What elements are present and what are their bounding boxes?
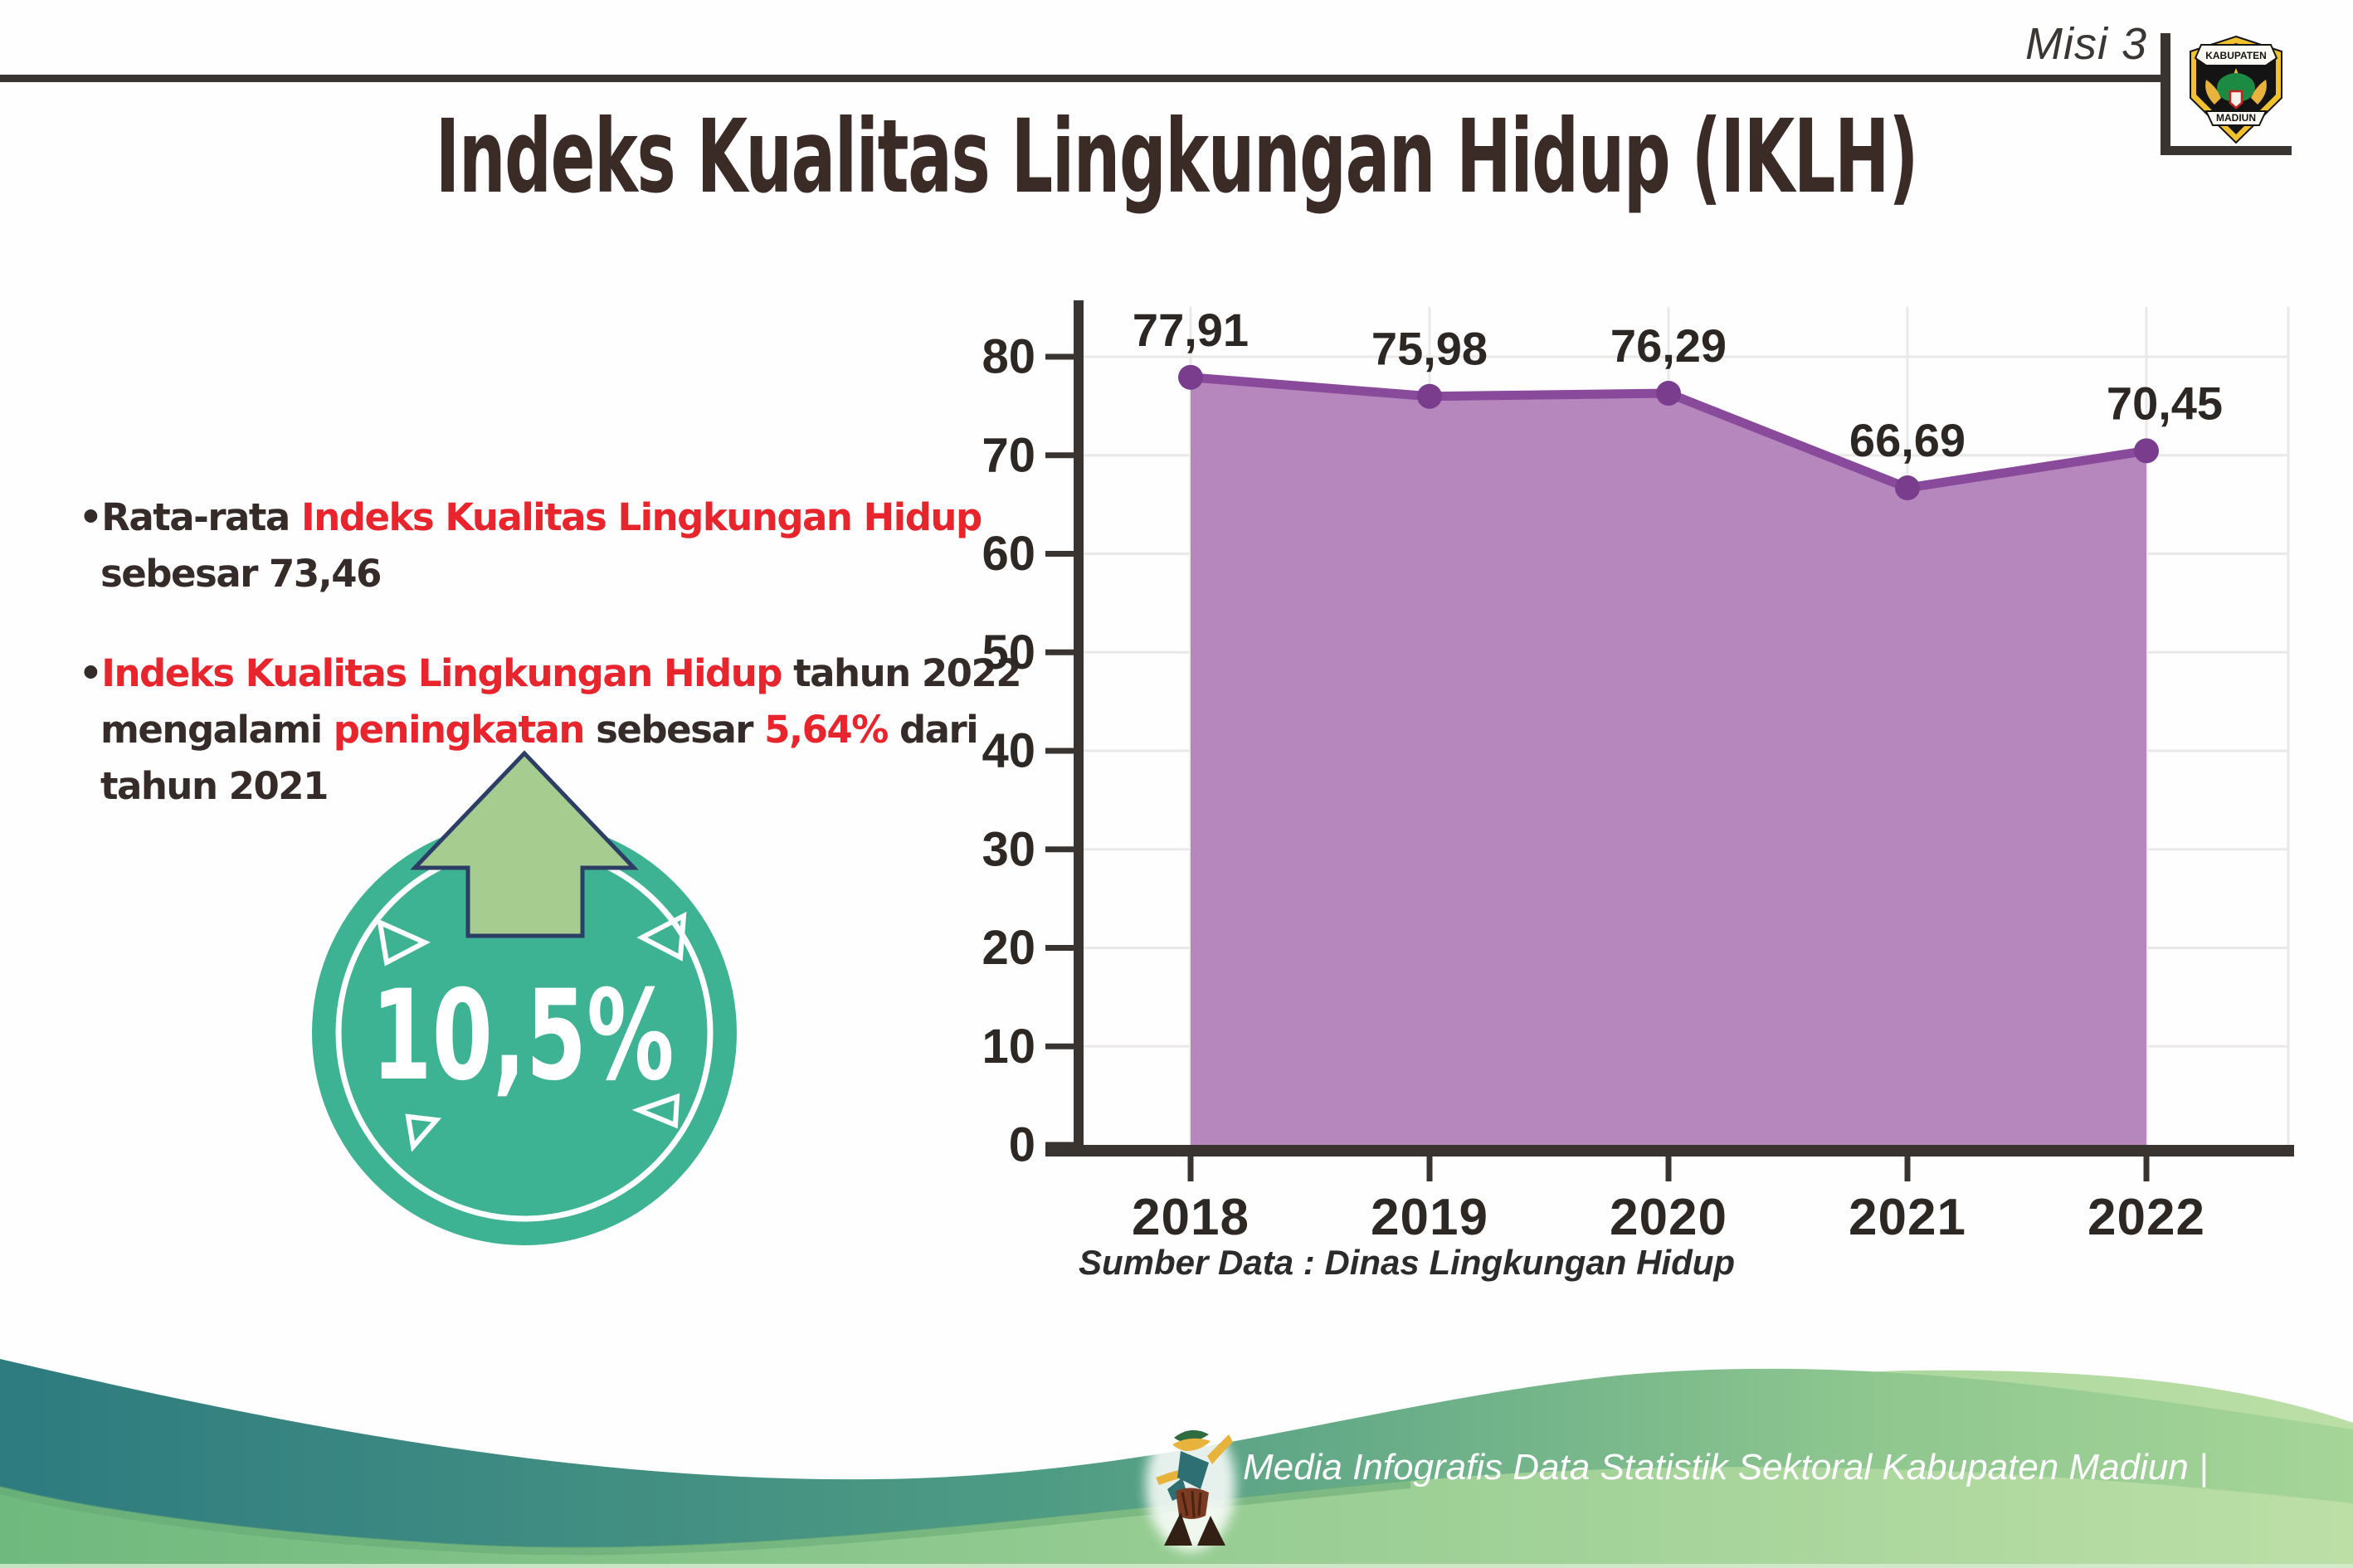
y-axis (1074, 300, 1084, 1152)
badge-triangle-accent (377, 918, 431, 967)
y-tick-label: 60 (982, 527, 1035, 581)
footer-wave-seam (0, 1480, 1411, 1556)
y-tick-label: 40 (982, 724, 1035, 778)
iklh-area-chart: 0 10 20 30 40 50 60 70 80 2018 2019 2020 2021 2022 77,… (982, 300, 2294, 1246)
footer-bottom-stripe (0, 1564, 2353, 1568)
badge-value: 10,5% (372, 964, 675, 1108)
badge-triangle-accent (631, 1093, 680, 1129)
data-point (1895, 475, 1920, 501)
x-tick-label: 2022 (2087, 1189, 2205, 1246)
x-tick-label: 2020 (1610, 1189, 1727, 1246)
logo-bracket-horizontal (2161, 146, 2292, 155)
summary-bullets: •Rata-rata Indeks Kualitas Lingkungan Hi… (79, 489, 1022, 858)
x-tick-label: 2019 (1371, 1189, 1488, 1246)
kabupaten-madiun-logo-icon: KABUPATEN MADIUN (2190, 35, 2282, 144)
x-tick-label: 2021 (1849, 1189, 1966, 1246)
increase-badge: 10,5% (312, 750, 737, 1245)
chart-source: Sumber Data : Dinas Lingkungan Hidup (1079, 1243, 1736, 1282)
x-axis (1045, 1145, 2294, 1157)
y-tick-label: 80 (982, 330, 1035, 384)
data-point (1417, 383, 1442, 409)
logo-bracket-vertical (2161, 33, 2170, 155)
data-point (1178, 364, 1203, 390)
data-label: 70,45 (2107, 377, 2223, 429)
up-arrow-icon (410, 750, 639, 938)
area-fill (1191, 377, 2146, 1146)
logo-top-text: KABUPATEN (2205, 50, 2267, 61)
header-rule (0, 75, 2167, 82)
bullet-item: •Rata-rata Indeks Kualitas Lingkungan Hi… (79, 495, 982, 596)
data-label: 76,29 (1610, 319, 1727, 372)
data-label: 77,91 (1133, 304, 1249, 356)
x-tick-label: 2018 (1132, 1189, 1250, 1246)
footer-wave (0, 1359, 2353, 1568)
badge-triangle-accent (636, 911, 687, 962)
page-title: Indeks Kualitas Lingkungan Hidup (IKLH) (435, 98, 1919, 216)
y-tick-label: 10 (982, 1020, 1035, 1074)
y-tick-label: 50 (982, 626, 1035, 679)
misi-label: Misi 3 (2024, 19, 2147, 69)
logo-bottom-text: MADIUN (2216, 112, 2256, 124)
y-tick-label: 0 (1009, 1118, 1035, 1172)
y-tick-label: 70 (982, 428, 1035, 482)
y-tick-label: 30 (982, 822, 1035, 876)
data-label: 75,98 (1371, 323, 1488, 375)
data-label: 66,69 (1849, 414, 1966, 466)
y-tick-label: 20 (982, 921, 1035, 975)
badge-triangle-accent (405, 1113, 442, 1152)
dancer-mascot-icon (1146, 1419, 1235, 1551)
footer-caption: Media Infografis Data Statistik Sektoral… (1243, 1447, 2209, 1488)
data-point (2134, 438, 2159, 464)
data-point (1656, 381, 1681, 407)
bullet-item: •Indeks Kualitas Lingkungan Hidup tahun … (79, 651, 1022, 808)
